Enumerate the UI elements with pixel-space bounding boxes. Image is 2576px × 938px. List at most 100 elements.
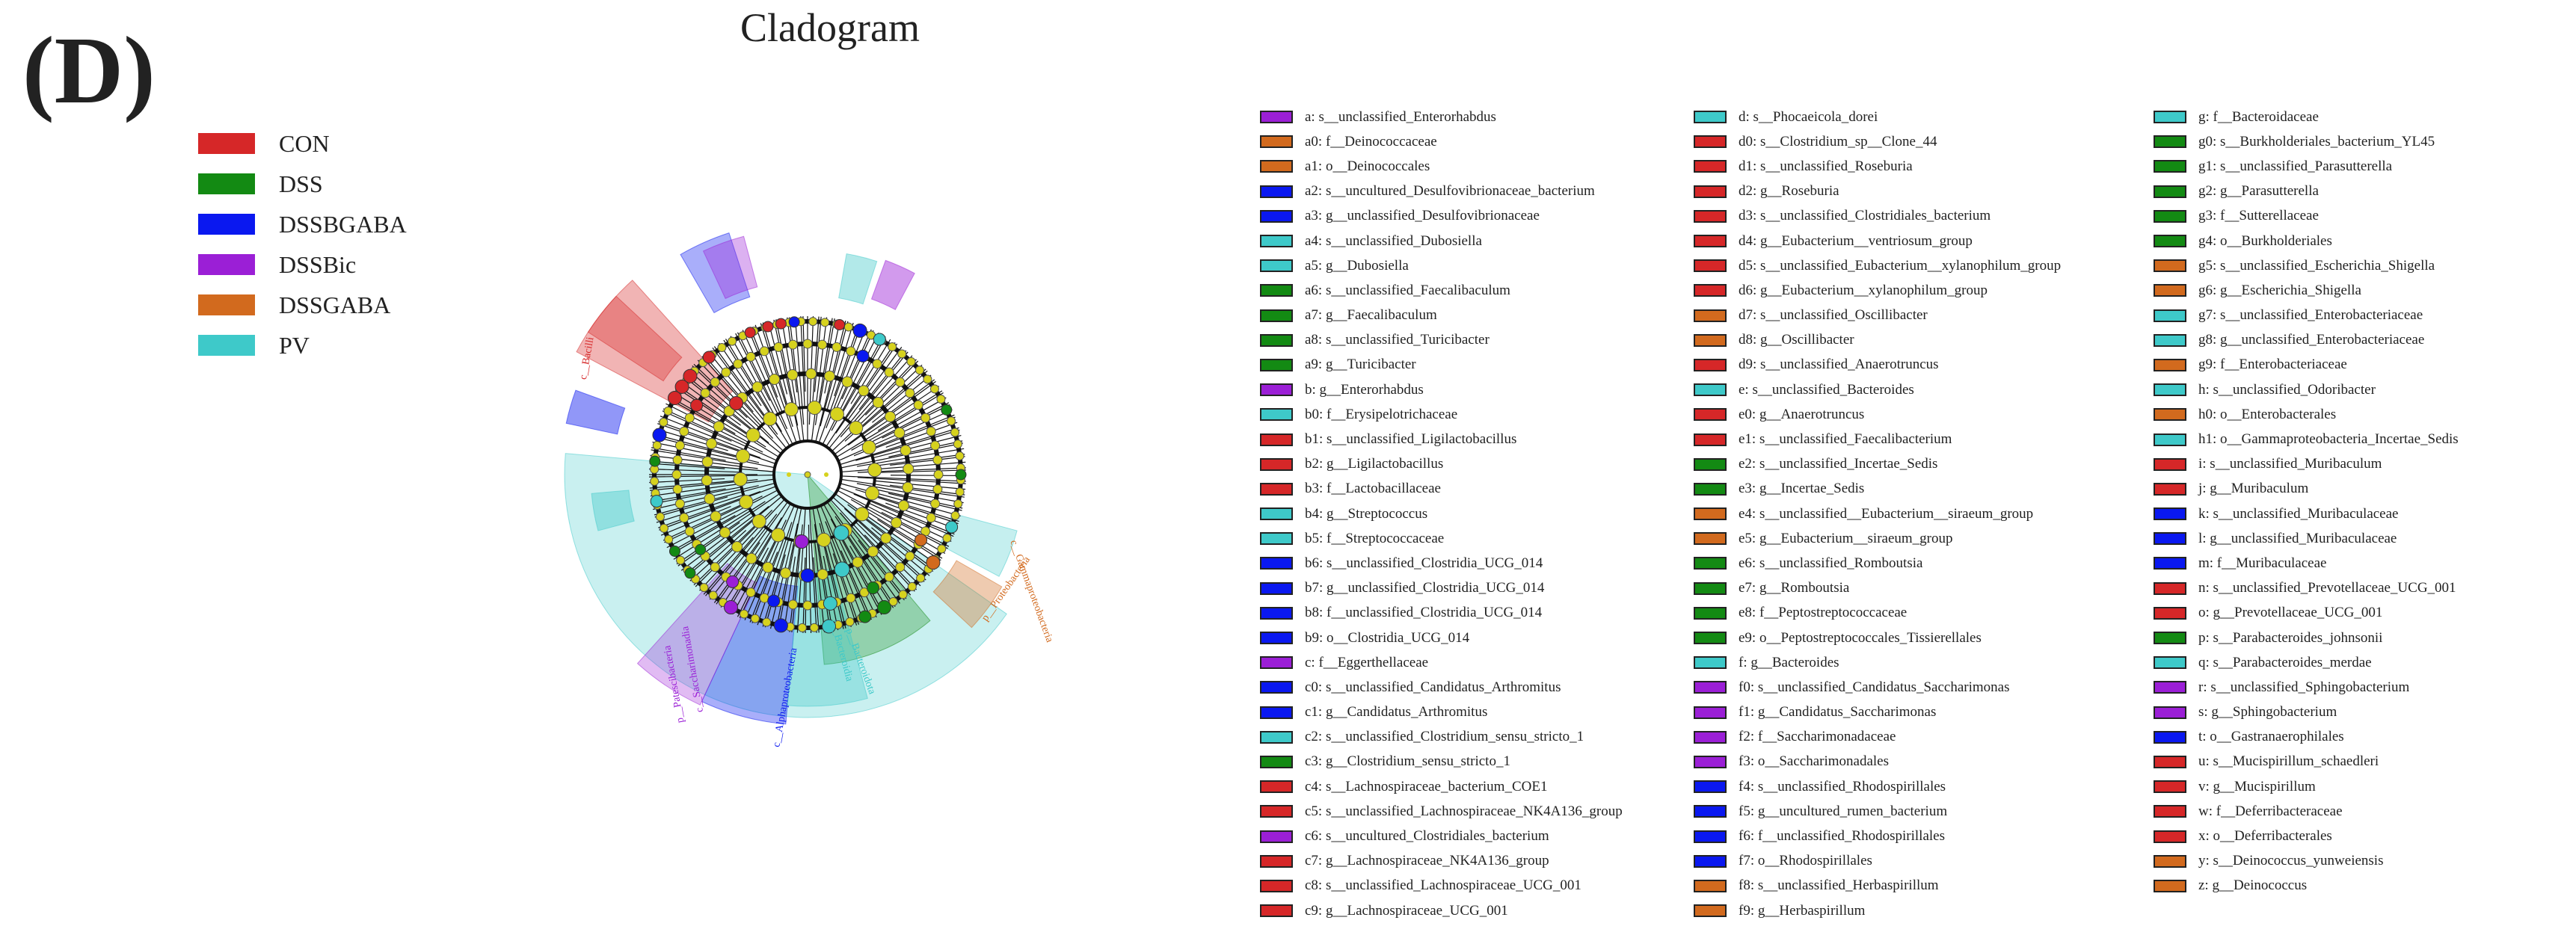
tree-node xyxy=(771,528,786,543)
tree-node xyxy=(884,572,894,582)
group-label: DSS xyxy=(279,170,323,197)
key-item: g2: g__Parasutterella xyxy=(2154,179,2459,204)
tree-node xyxy=(865,486,880,501)
tree-branch xyxy=(836,392,944,458)
tree-branch xyxy=(686,496,782,578)
key-swatch xyxy=(1694,111,1727,124)
key-text: b6: s__unclassified_Clostridia_UCG_014 xyxy=(1305,555,1543,571)
key-swatch xyxy=(2154,135,2186,149)
key-swatch xyxy=(1694,284,1727,297)
tree-node xyxy=(950,428,960,437)
key-text: g5: s__unclassified_Escherichia_Shigella xyxy=(2198,257,2435,274)
tree-branch xyxy=(669,515,736,553)
biomarker-node xyxy=(833,525,849,541)
key-text: s: g__Sphingobacterium xyxy=(2198,704,2337,721)
tree-branch xyxy=(651,486,743,505)
key-item: c3: g__Clostridium_sensu_stricto_1 xyxy=(1260,750,1623,774)
key-item: h1: o__Gammaproteobacteria_Incertae_Sedi… xyxy=(2154,427,2459,451)
tree-node xyxy=(652,440,662,450)
key-text: a9: g__Turicibacter xyxy=(1305,357,1416,373)
key-item: c: f__Eggerthellaceae xyxy=(1260,650,1623,675)
key-text: e9: o__Peptostreptococcales_Tissierellal… xyxy=(1739,629,1982,646)
tree-node xyxy=(676,555,686,565)
tree-branch xyxy=(762,507,799,627)
key-item: e6: s__unclassified_Romboutsia xyxy=(1694,551,2061,576)
tree-branch xyxy=(872,434,962,459)
biomarker-node xyxy=(873,333,886,346)
key-text: v: g__Mucispirillum xyxy=(2198,778,2316,794)
key-text: d6: g__Eubacterium__xylanophilum_group xyxy=(1739,282,1988,298)
tree-branch xyxy=(838,487,955,535)
key-swatch xyxy=(1694,681,1727,694)
key-item: e: s__unclassified_Bacteroides xyxy=(1694,377,2061,402)
key-item: g1: s__unclassified_Parasutterella xyxy=(2154,154,2459,179)
tree-node xyxy=(704,493,716,505)
key-text: g: f__Bacteroidaceae xyxy=(2198,108,2319,125)
key-text: p: s__Parabacteroides_johnsonii xyxy=(2198,629,2383,646)
key-item: a7: g__Faecalibaculum xyxy=(1260,303,1623,328)
group-swatch xyxy=(198,214,255,235)
tree-branch xyxy=(888,493,962,511)
tree-node xyxy=(797,623,807,632)
tree-node xyxy=(710,562,720,573)
tree-branch xyxy=(701,356,764,425)
key-text: c6: s__uncultured_Clostridiales_bacteriu… xyxy=(1305,828,1549,845)
tree-branch xyxy=(834,379,935,455)
key-text: x: o__Deferribacterales xyxy=(2198,828,2332,845)
key-item: h: s__unclassified_Odoribacter xyxy=(2154,377,2459,402)
key-text: d4: g__Eubacterium__ventriosum_group xyxy=(1739,232,1973,249)
tree-branch xyxy=(649,468,742,473)
key-swatch xyxy=(2154,284,2186,297)
key-item: e2: s__unclassified_Incertae_Sedis xyxy=(1694,452,2061,477)
key-swatch xyxy=(1694,581,1727,595)
tree-branch xyxy=(885,502,957,530)
biomarker-node xyxy=(684,567,696,579)
tree-node xyxy=(733,359,743,369)
group-label: DSSBGABA xyxy=(279,210,407,238)
key-text: d5: s__unclassified_Eubacterium__xylanop… xyxy=(1739,257,2062,274)
tree-node xyxy=(710,377,720,387)
key-swatch xyxy=(1260,284,1293,297)
tree-branch xyxy=(813,557,820,633)
key-item: d1: s__unclassified_Roseburia xyxy=(1694,154,2061,179)
tree-branch xyxy=(852,359,917,427)
key-item: e5: g__Eubacterium__siraeum_group xyxy=(1694,526,2061,551)
key-item: d8: g__Oscillibacter xyxy=(1694,328,2061,353)
key-swatch xyxy=(1694,457,1727,471)
key-text: f1: g__Candidatus_Saccharimonas xyxy=(1739,704,1937,721)
tree-branch xyxy=(814,316,822,392)
tree-branch xyxy=(762,322,790,411)
tree-branch xyxy=(723,339,790,447)
key-swatch xyxy=(1694,160,1727,173)
key-item: f8: s__unclassified_Herbaspirillum xyxy=(1694,874,2061,898)
key-item: c7: g__Lachnospiraceae_NK4A136_group xyxy=(1260,849,1623,874)
biomarker-node xyxy=(650,495,663,508)
tree-node xyxy=(735,448,750,463)
biomarker-node xyxy=(683,368,698,383)
tree-branch xyxy=(877,519,941,561)
tree-node xyxy=(947,416,956,426)
key-text: c3: g__Clostridium_sensu_stricto_1 xyxy=(1305,753,1510,770)
key-swatch xyxy=(1694,358,1727,371)
group-swatch xyxy=(198,335,255,356)
key-swatch xyxy=(2154,730,2186,744)
key-swatch xyxy=(2154,606,2186,620)
biomarker-node xyxy=(788,316,800,328)
key-text: d9: s__unclassified_Anaerotruncus xyxy=(1739,357,1939,373)
group-legend-item: PV xyxy=(198,325,407,365)
key-text: g3: f__Sutterellaceae xyxy=(2198,208,2319,224)
tree-node xyxy=(885,410,897,422)
key-text: q: s__Parabacteroides_merdae xyxy=(2198,654,2372,670)
tree-branch xyxy=(703,537,754,595)
biomarker-node xyxy=(914,534,928,546)
key-swatch xyxy=(2154,780,2186,794)
tree-node xyxy=(914,365,924,375)
tree-node xyxy=(787,339,798,350)
tree-branch xyxy=(794,316,805,425)
key-swatch xyxy=(1260,358,1293,371)
tree-node xyxy=(884,367,894,377)
tree-node xyxy=(820,318,830,327)
biomarker-node xyxy=(867,581,879,595)
key-text: b0: f__Erysipelotrichaceae xyxy=(1305,406,1458,422)
tree-branch xyxy=(808,507,817,633)
